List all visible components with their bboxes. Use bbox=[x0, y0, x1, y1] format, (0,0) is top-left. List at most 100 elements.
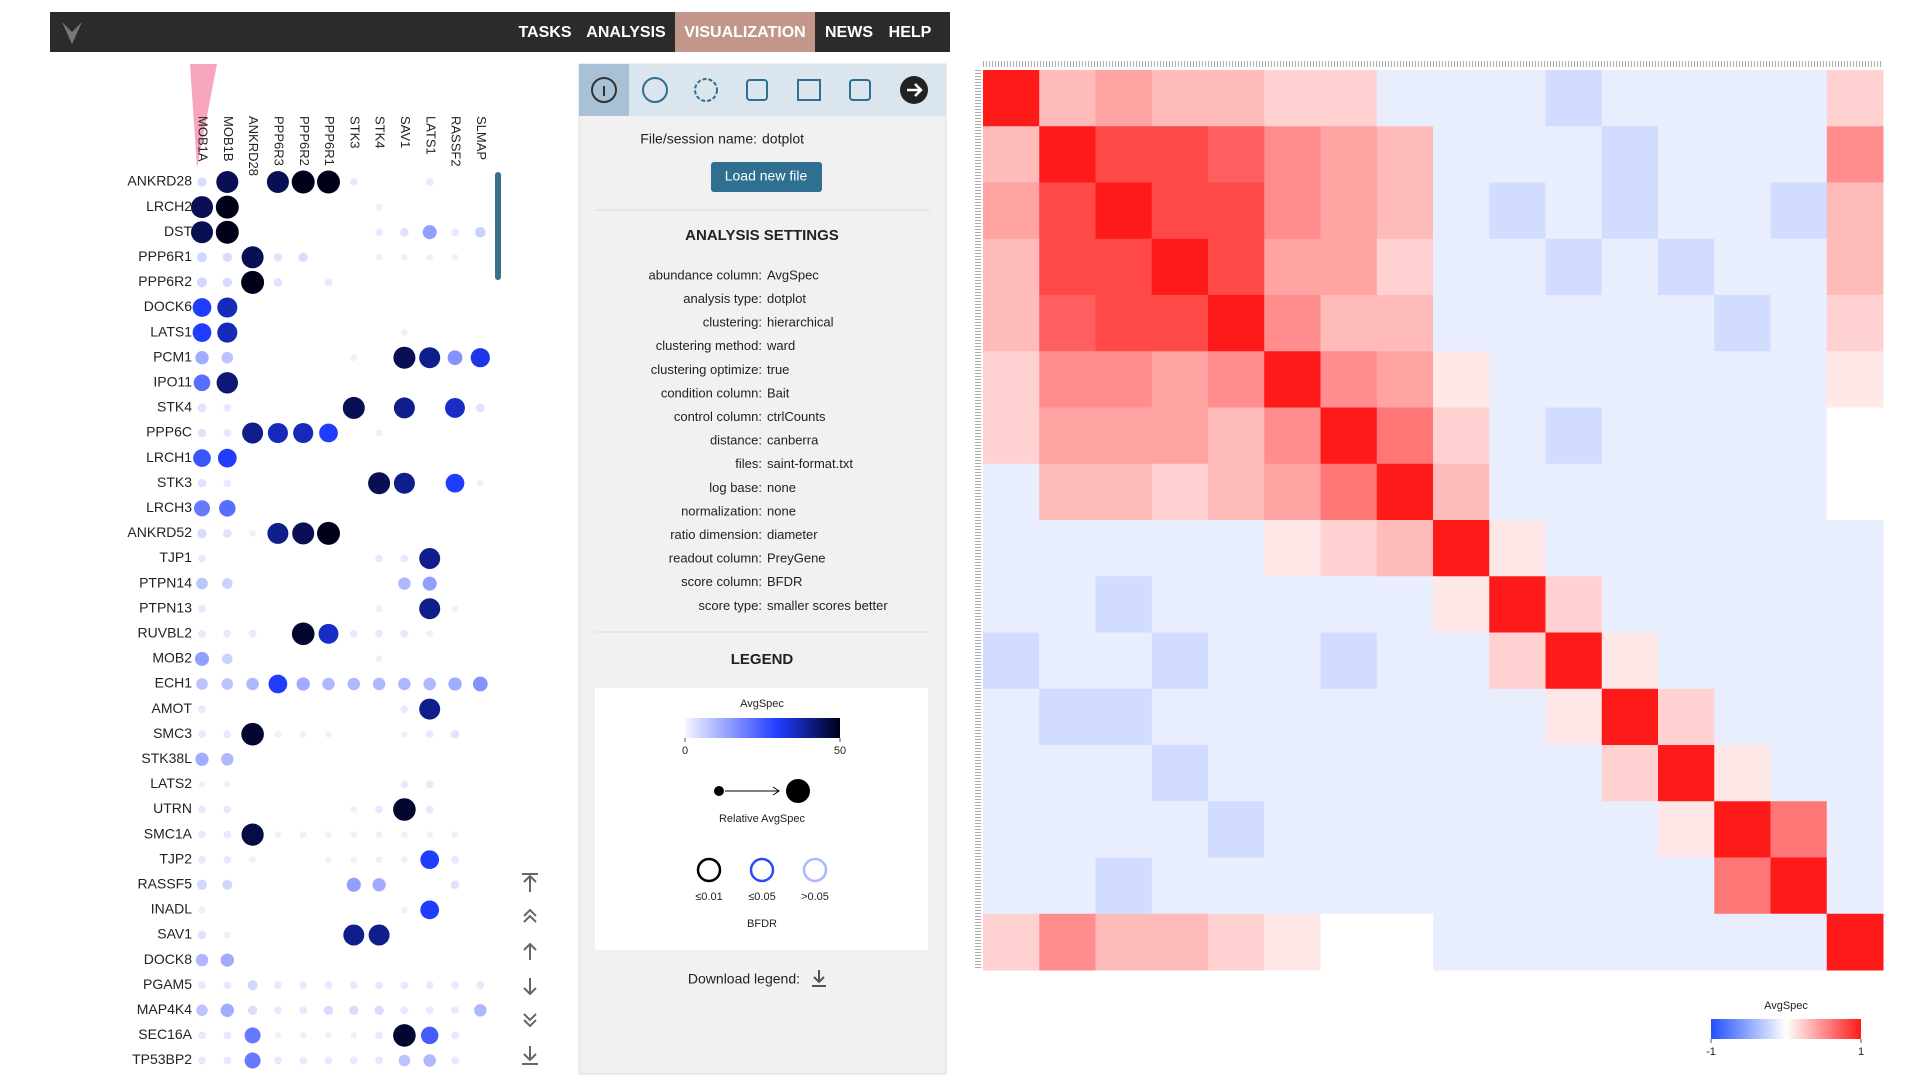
legend-tick-label: 0 bbox=[682, 745, 688, 757]
info-icon[interactable] bbox=[591, 77, 617, 103]
heatmap-cell bbox=[1433, 182, 1490, 240]
nav-item[interactable]: HELP bbox=[889, 24, 932, 41]
scroll-up[interactable] bbox=[523, 942, 537, 960]
dot bbox=[291, 622, 315, 646]
heatmap-cell bbox=[1601, 295, 1659, 352]
dot bbox=[393, 397, 415, 419]
heatmap-cell bbox=[1433, 70, 1490, 127]
scroll-down[interactable] bbox=[523, 978, 537, 996]
dot bbox=[398, 677, 411, 691]
dot bbox=[349, 629, 358, 638]
globe-icon[interactable] bbox=[642, 77, 668, 103]
heatmap-cell bbox=[1320, 126, 1378, 183]
nav-item[interactable]: VISUALIZATION bbox=[684, 24, 805, 41]
dot bbox=[450, 729, 460, 739]
heatmap-cell bbox=[1151, 913, 1209, 971]
dot bbox=[425, 1006, 434, 1015]
dot bbox=[274, 1032, 282, 1039]
nav-item[interactable]: ANALYSIS bbox=[586, 24, 666, 41]
file-label: File/session name: bbox=[640, 131, 757, 147]
heatmap-cell bbox=[1826, 576, 1884, 633]
load-button[interactable] bbox=[711, 162, 822, 192]
setting-key: control column: bbox=[674, 409, 762, 424]
heatmap-cell bbox=[1151, 688, 1209, 746]
load-button-label[interactable]: Load new file bbox=[725, 168, 808, 184]
heatmap-cell bbox=[1826, 745, 1884, 802]
dot bbox=[246, 677, 259, 691]
dot bbox=[293, 422, 314, 444]
page-down[interactable] bbox=[523, 1013, 537, 1028]
heatmap-cell bbox=[1095, 857, 1153, 915]
heatmap-cell bbox=[1826, 126, 1884, 183]
heatmap-cell bbox=[1545, 913, 1603, 971]
scroll-top[interactable] bbox=[522, 873, 538, 892]
heatmap-cell bbox=[1095, 182, 1153, 240]
heatmap-cell bbox=[1601, 351, 1659, 408]
dot bbox=[400, 629, 409, 638]
dot bbox=[325, 1032, 332, 1039]
setting-value: saint-format.txt bbox=[767, 456, 853, 471]
dot bbox=[241, 246, 264, 269]
dot bbox=[319, 423, 338, 443]
heatmap-cell bbox=[1039, 745, 1096, 802]
dot bbox=[196, 879, 208, 890]
dot bbox=[190, 196, 214, 219]
heatmap-cell bbox=[1658, 407, 1715, 465]
save-icon[interactable] bbox=[849, 79, 871, 101]
heatmap-cell bbox=[1714, 238, 1771, 296]
select-icon[interactable] bbox=[797, 79, 821, 101]
heatmap-cell bbox=[1095, 407, 1153, 465]
dot bbox=[247, 980, 258, 991]
dot bbox=[198, 629, 206, 638]
heatmap-cell bbox=[1039, 407, 1096, 465]
row-label: LRCH2 bbox=[146, 198, 192, 214]
scrollbar[interactable] bbox=[495, 172, 501, 280]
column-label: RASSF2 bbox=[449, 116, 464, 167]
heatmap-cell bbox=[1545, 688, 1603, 746]
download-icon[interactable] bbox=[812, 970, 826, 987]
row-label: PTPN14 bbox=[139, 574, 192, 590]
nav-item[interactable]: TASKS bbox=[518, 24, 571, 41]
dot bbox=[426, 253, 434, 261]
dot bbox=[448, 677, 462, 691]
dot bbox=[222, 529, 232, 538]
logo[interactable] bbox=[62, 22, 82, 44]
dot bbox=[476, 981, 485, 990]
heatmap-cell bbox=[1039, 520, 1096, 577]
heatmap-cell bbox=[1433, 688, 1490, 746]
scroll-controls bbox=[522, 873, 538, 1065]
heatmap-cell bbox=[983, 520, 1040, 577]
dot bbox=[217, 297, 238, 318]
nav-item[interactable]: NEWS bbox=[825, 24, 873, 41]
scroll-bottom[interactable] bbox=[522, 1046, 538, 1065]
heatmap-cell bbox=[1489, 351, 1546, 408]
heatmap-cell bbox=[1489, 801, 1546, 858]
page-up[interactable] bbox=[523, 908, 537, 923]
dot bbox=[375, 554, 383, 563]
setting-value: canberra bbox=[767, 433, 819, 448]
heatmap-cell bbox=[1039, 576, 1096, 633]
heatmap-cell bbox=[1826, 857, 1884, 915]
dot bbox=[317, 521, 340, 545]
column-label: PPP6R2 bbox=[297, 116, 312, 166]
heatmap-cell bbox=[1601, 632, 1659, 690]
heatmap-cell bbox=[1095, 745, 1153, 802]
setting-key: score column: bbox=[681, 574, 762, 589]
heatmap-cell bbox=[1489, 70, 1546, 127]
heatmap-cell bbox=[1320, 632, 1378, 690]
settings-icon[interactable] bbox=[694, 78, 718, 102]
row-label: ANKRD52 bbox=[127, 524, 192, 540]
heatmap-cell bbox=[1433, 632, 1490, 690]
dot bbox=[215, 220, 239, 244]
heatmap-cell bbox=[983, 857, 1040, 915]
dot bbox=[299, 981, 308, 990]
dot bbox=[400, 227, 409, 237]
column-label: STK3 bbox=[347, 116, 362, 149]
dot bbox=[325, 856, 332, 864]
dot bbox=[192, 298, 212, 317]
dot bbox=[324, 1056, 333, 1065]
dot bbox=[274, 981, 282, 990]
edit-icon[interactable] bbox=[746, 79, 768, 101]
heatmap-cell bbox=[1095, 632, 1153, 690]
heatmap-cell bbox=[1489, 913, 1546, 971]
